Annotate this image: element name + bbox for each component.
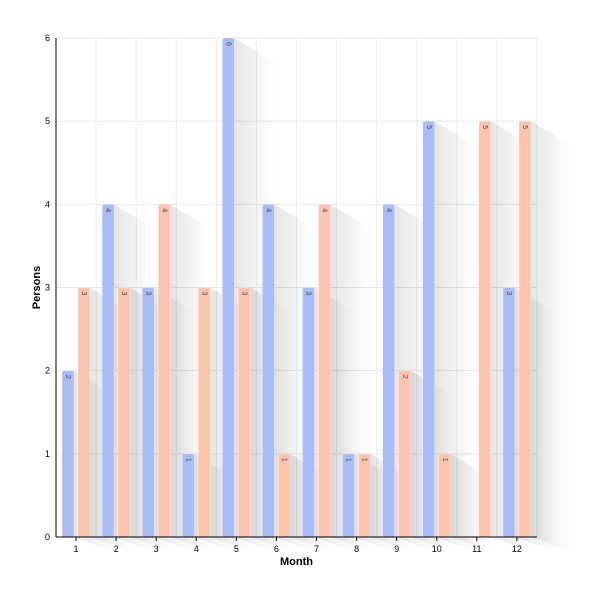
- y-tick-label: 0: [45, 532, 50, 542]
- bar-value-label: 3: [505, 292, 512, 296]
- bar-series-2: [318, 204, 331, 538]
- bar-value-label: 4: [385, 208, 392, 212]
- bar-series-1: [222, 37, 235, 538]
- bar-value-label: 5: [481, 125, 488, 129]
- y-tick-label: 6: [45, 33, 50, 43]
- bar-value-label: 2: [401, 375, 408, 379]
- bar-series-1: [141, 287, 155, 538]
- y-tick-label: 2: [45, 366, 50, 376]
- bar-series-2: [198, 287, 211, 538]
- bar-series-1: [182, 453, 195, 538]
- x-tick-label: 9: [394, 544, 399, 554]
- x-tick-label: 10: [432, 544, 442, 554]
- bar-value-label: 3: [144, 292, 151, 296]
- bar-series-2: [117, 287, 131, 538]
- bar-series-2: [518, 120, 532, 538]
- bar-shadow: [530, 121, 571, 552]
- y-tick-label: 1: [45, 449, 50, 459]
- bar-series-2: [438, 453, 451, 538]
- bar-series-1: [502, 287, 516, 538]
- bar-value-label: 1: [184, 458, 191, 462]
- bar-series-1: [342, 453, 355, 538]
- bar-value-label: 4: [160, 208, 167, 212]
- x-tick-label: 12: [512, 544, 522, 554]
- bar-series-1: [382, 204, 395, 538]
- x-tick-label: 3: [154, 544, 159, 554]
- bar-series-2: [478, 120, 492, 538]
- bar-series-1: [262, 204, 275, 538]
- x-tick-label: 6: [274, 544, 279, 554]
- x-tick-label: 11: [472, 544, 481, 554]
- bar-value-label: 1: [361, 458, 368, 462]
- bar-value-label: 3: [80, 292, 87, 296]
- bar-value-label: 1: [281, 458, 288, 462]
- bar-series-2: [157, 204, 171, 538]
- bar-series-1: [101, 204, 115, 538]
- y-tick-label: 4: [45, 199, 50, 209]
- bar-value-label: 4: [265, 208, 272, 212]
- bar-series-1: [302, 287, 315, 538]
- bar-value-label: 2: [64, 375, 71, 379]
- bar-value-label: 5: [521, 125, 528, 129]
- bar-value-label: 4: [321, 208, 328, 212]
- bar-series-2: [398, 370, 411, 538]
- bar-series-2: [278, 453, 291, 538]
- bar-value-label: 3: [200, 292, 207, 296]
- bar-value-label: 4: [104, 208, 111, 212]
- x-tick-label: 7: [314, 544, 319, 554]
- x-tick-label: 1: [73, 544, 78, 554]
- bar-value-label: 6: [224, 42, 231, 46]
- x-tick-label: 5: [234, 544, 239, 554]
- bar-value-label: 5: [425, 125, 432, 129]
- bar-series-1: [61, 370, 75, 538]
- bar-series-1: [422, 120, 435, 538]
- bar-value-label: 3: [305, 292, 312, 296]
- y-axis-title: Persons: [31, 266, 43, 309]
- bar-value-label: 1: [345, 458, 352, 462]
- x-tick-label: 4: [194, 544, 199, 554]
- x-tick-label: 2: [114, 544, 119, 554]
- bar-series-2: [77, 287, 91, 538]
- bar-value-label: 3: [120, 292, 127, 296]
- bar-value-label: 3: [240, 292, 247, 296]
- bar-series-2: [238, 287, 251, 538]
- bar-series-2: [358, 453, 371, 538]
- y-tick-label: 3: [45, 283, 50, 293]
- x-axis-title: Month: [280, 556, 313, 568]
- y-tick-label: 5: [45, 116, 50, 126]
- x-tick-label: 8: [354, 544, 359, 554]
- bar-value-label: 1: [441, 458, 448, 462]
